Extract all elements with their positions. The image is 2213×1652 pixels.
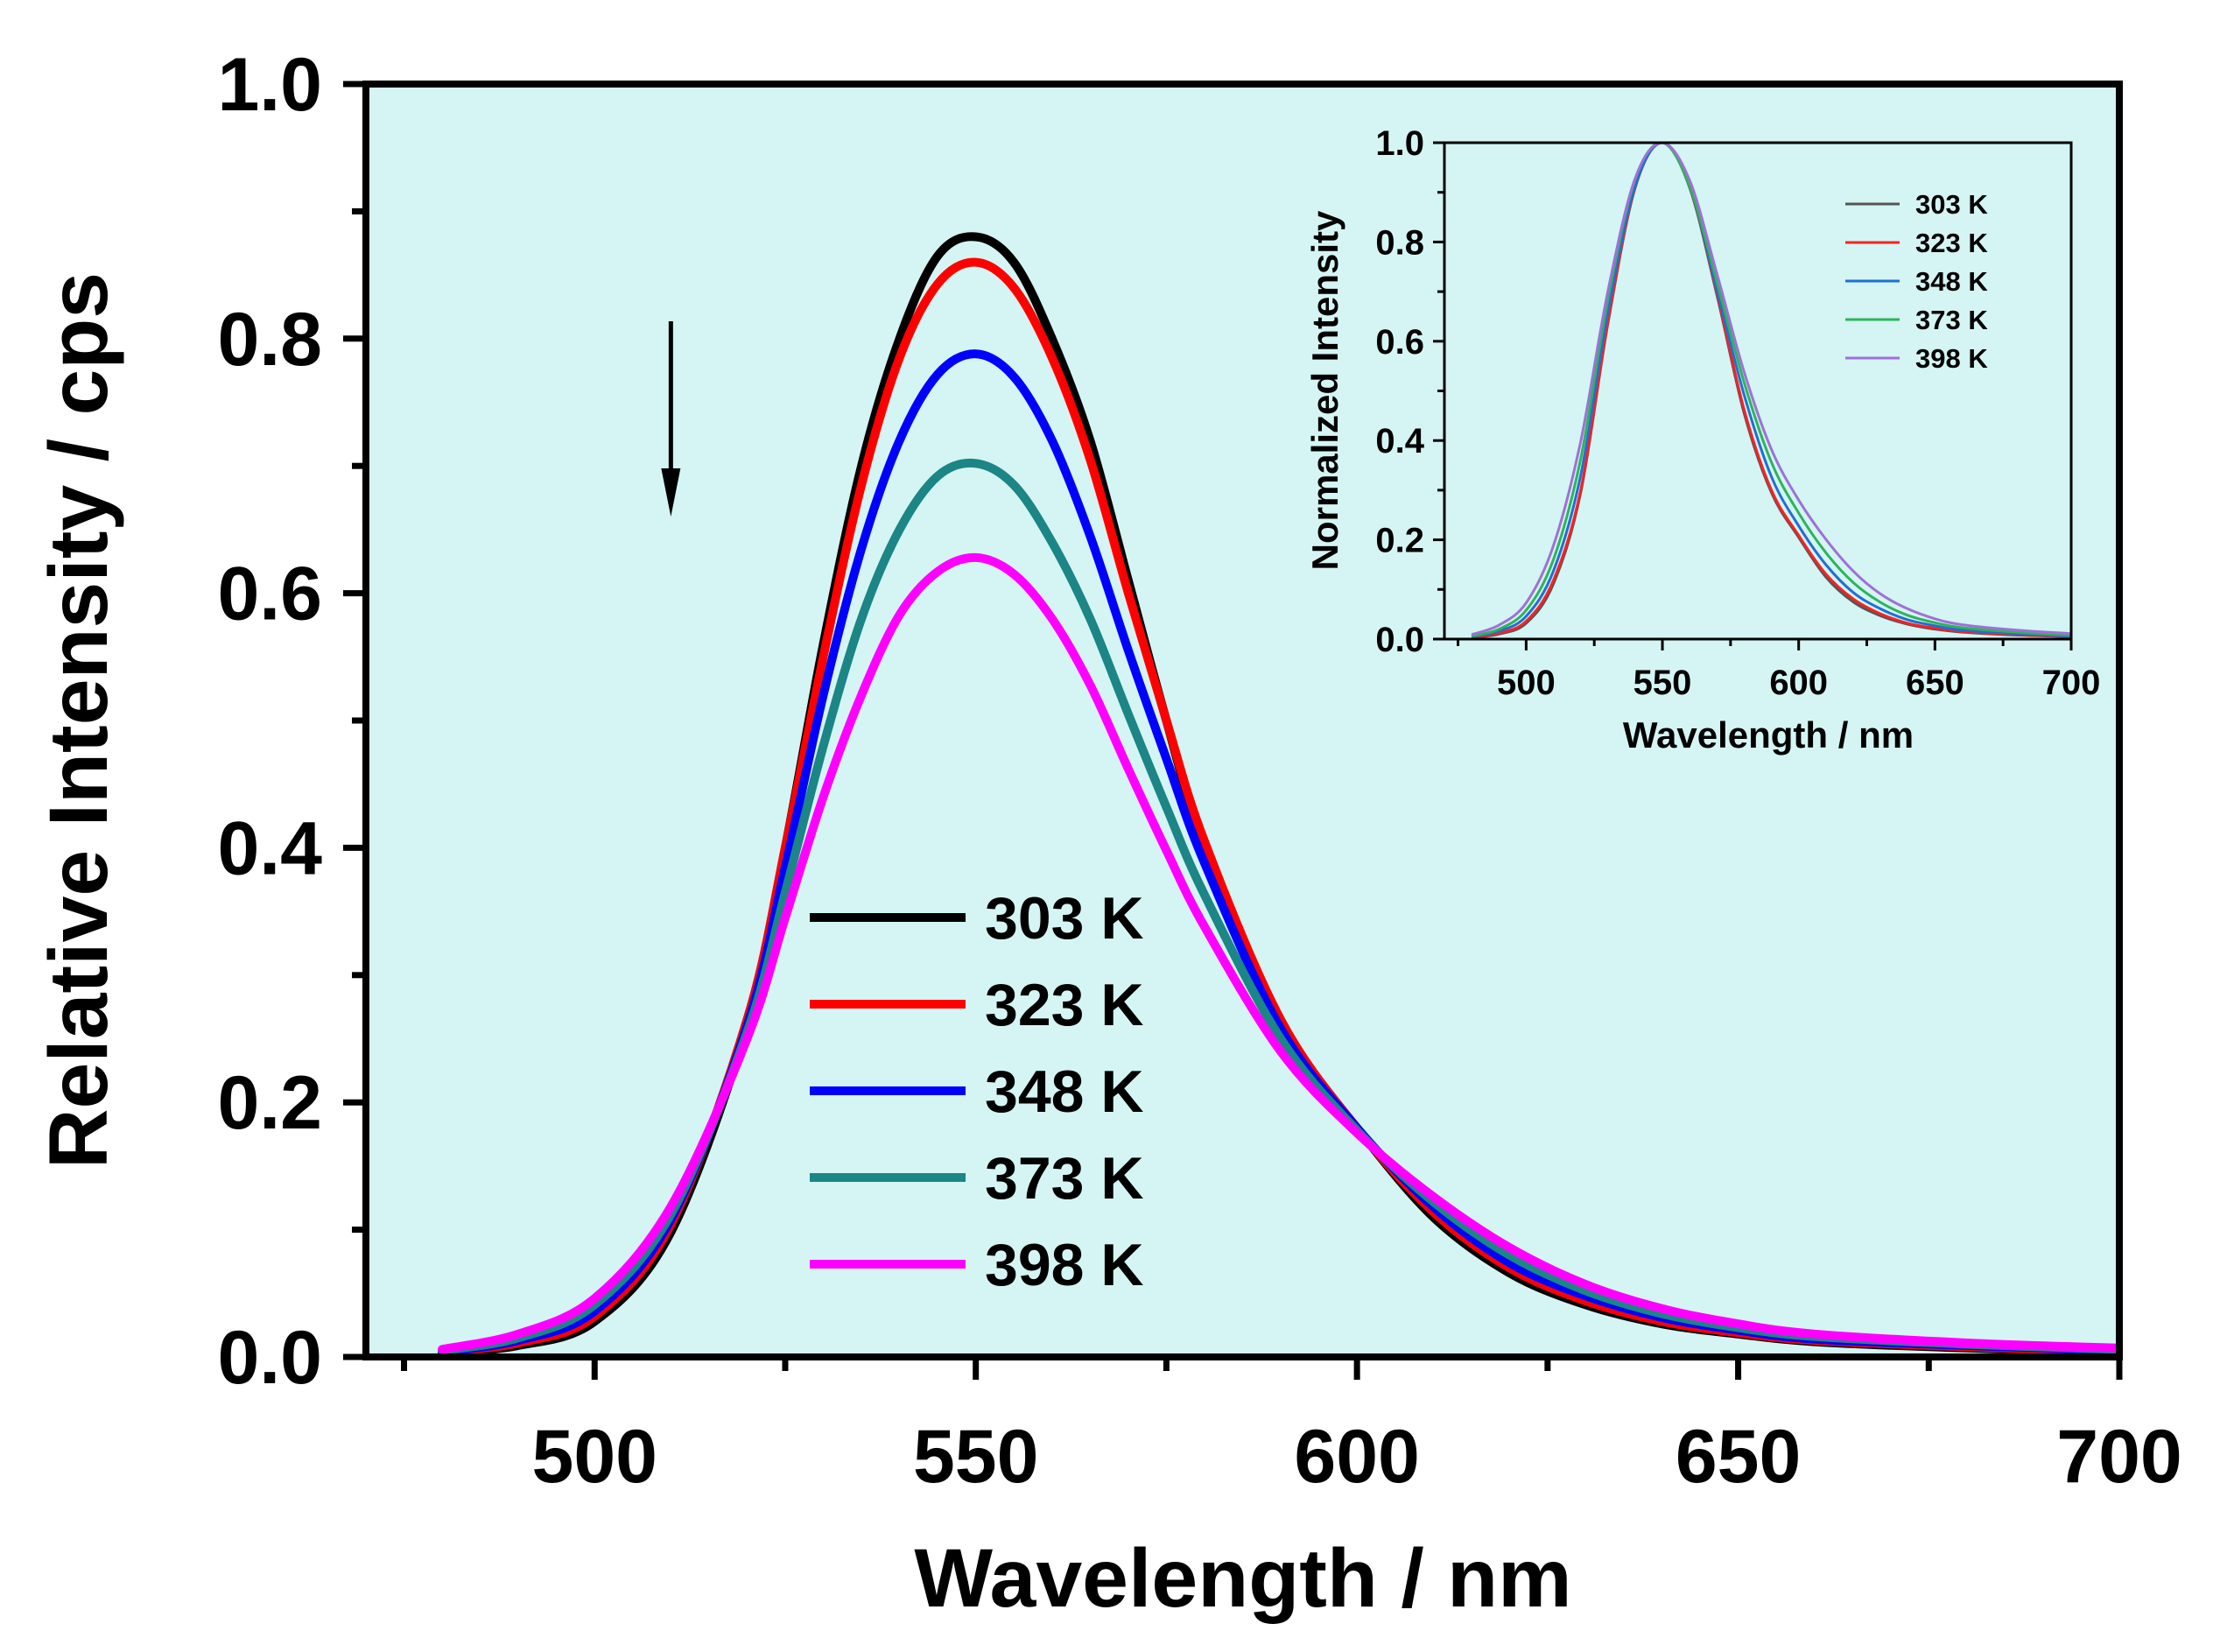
legend-label: 303 K xyxy=(985,885,1143,952)
inset-y-tick-label: 0.4 xyxy=(1375,422,1424,460)
legend-label: 323 K xyxy=(985,972,1143,1038)
inset-legend-label: 398 K xyxy=(1915,343,1988,374)
series-line-398-k xyxy=(438,552,2119,1354)
x-tick-label: 600 xyxy=(1294,1415,1420,1499)
y-tick-label: 0.4 xyxy=(217,806,322,890)
inset-series-line-348-k xyxy=(1471,143,2071,638)
inset-legend-label: 348 K xyxy=(1915,266,1988,297)
x-tick-label: 650 xyxy=(1676,1415,1802,1499)
inset-x-tick-label: 700 xyxy=(2042,664,2101,702)
inset-y-tick-label: 0.8 xyxy=(1375,223,1424,262)
y-tick-label: 1.0 xyxy=(217,43,322,127)
y-tick-label: 0.0 xyxy=(217,1316,322,1400)
inset-x-tick-label: 550 xyxy=(1633,664,1692,702)
inset-plot: 500 550 600 650 700 0.0 0.2 0.4 0.6 0.8 1.0 Wavelen… xyxy=(1304,124,2100,756)
y-axis-title: Relative Intensity / cps xyxy=(32,272,125,1169)
inset-y-tick-label: 0.6 xyxy=(1375,323,1424,362)
y-tick-label: 0.6 xyxy=(217,552,322,636)
inset-x-tick-label: 600 xyxy=(1769,664,1828,702)
x-axis-title: Wavelength / nm xyxy=(914,1532,1571,1625)
legend-label: 373 K xyxy=(985,1145,1143,1212)
legend-label: 398 K xyxy=(985,1232,1143,1298)
inset-legend-label: 373 K xyxy=(1915,305,1988,335)
inset-y-tick-label: 0.2 xyxy=(1375,522,1424,560)
main-plot-background xyxy=(366,84,2119,1357)
inset-legend-label: 303 K xyxy=(1915,189,1988,220)
inset-x-tick-label: 650 xyxy=(1906,664,1964,702)
inset-legend-label: 323 K xyxy=(1915,228,1988,258)
legend-label: 348 K xyxy=(985,1058,1143,1125)
trend-arrow-head xyxy=(661,468,681,517)
inset-y-tick-label: 0.0 xyxy=(1375,621,1424,659)
inset-y-axis-title: Normalized Intensity xyxy=(1304,210,1345,570)
x-tick-label: 550 xyxy=(913,1415,1039,1499)
x-tick-label: 700 xyxy=(2056,1415,2182,1499)
y-tick-label: 0.8 xyxy=(217,298,322,382)
inset-series-line-398-k xyxy=(1471,143,2071,636)
inset-x-tick-label: 500 xyxy=(1497,664,1556,702)
y-tick-label: 0.2 xyxy=(217,1061,322,1145)
inset-x-axis-title: Wavelength / nm xyxy=(1623,714,1914,756)
inset-series-line-373-k xyxy=(1471,143,2071,638)
x-tick-label: 500 xyxy=(532,1415,658,1499)
inset-y-tick-label: 1.0 xyxy=(1375,124,1424,163)
main-plot: 500 550 600 650 700 0.0 0.2 0.4 0.6 0.8 1.0 Wavelen… xyxy=(32,43,2182,1625)
